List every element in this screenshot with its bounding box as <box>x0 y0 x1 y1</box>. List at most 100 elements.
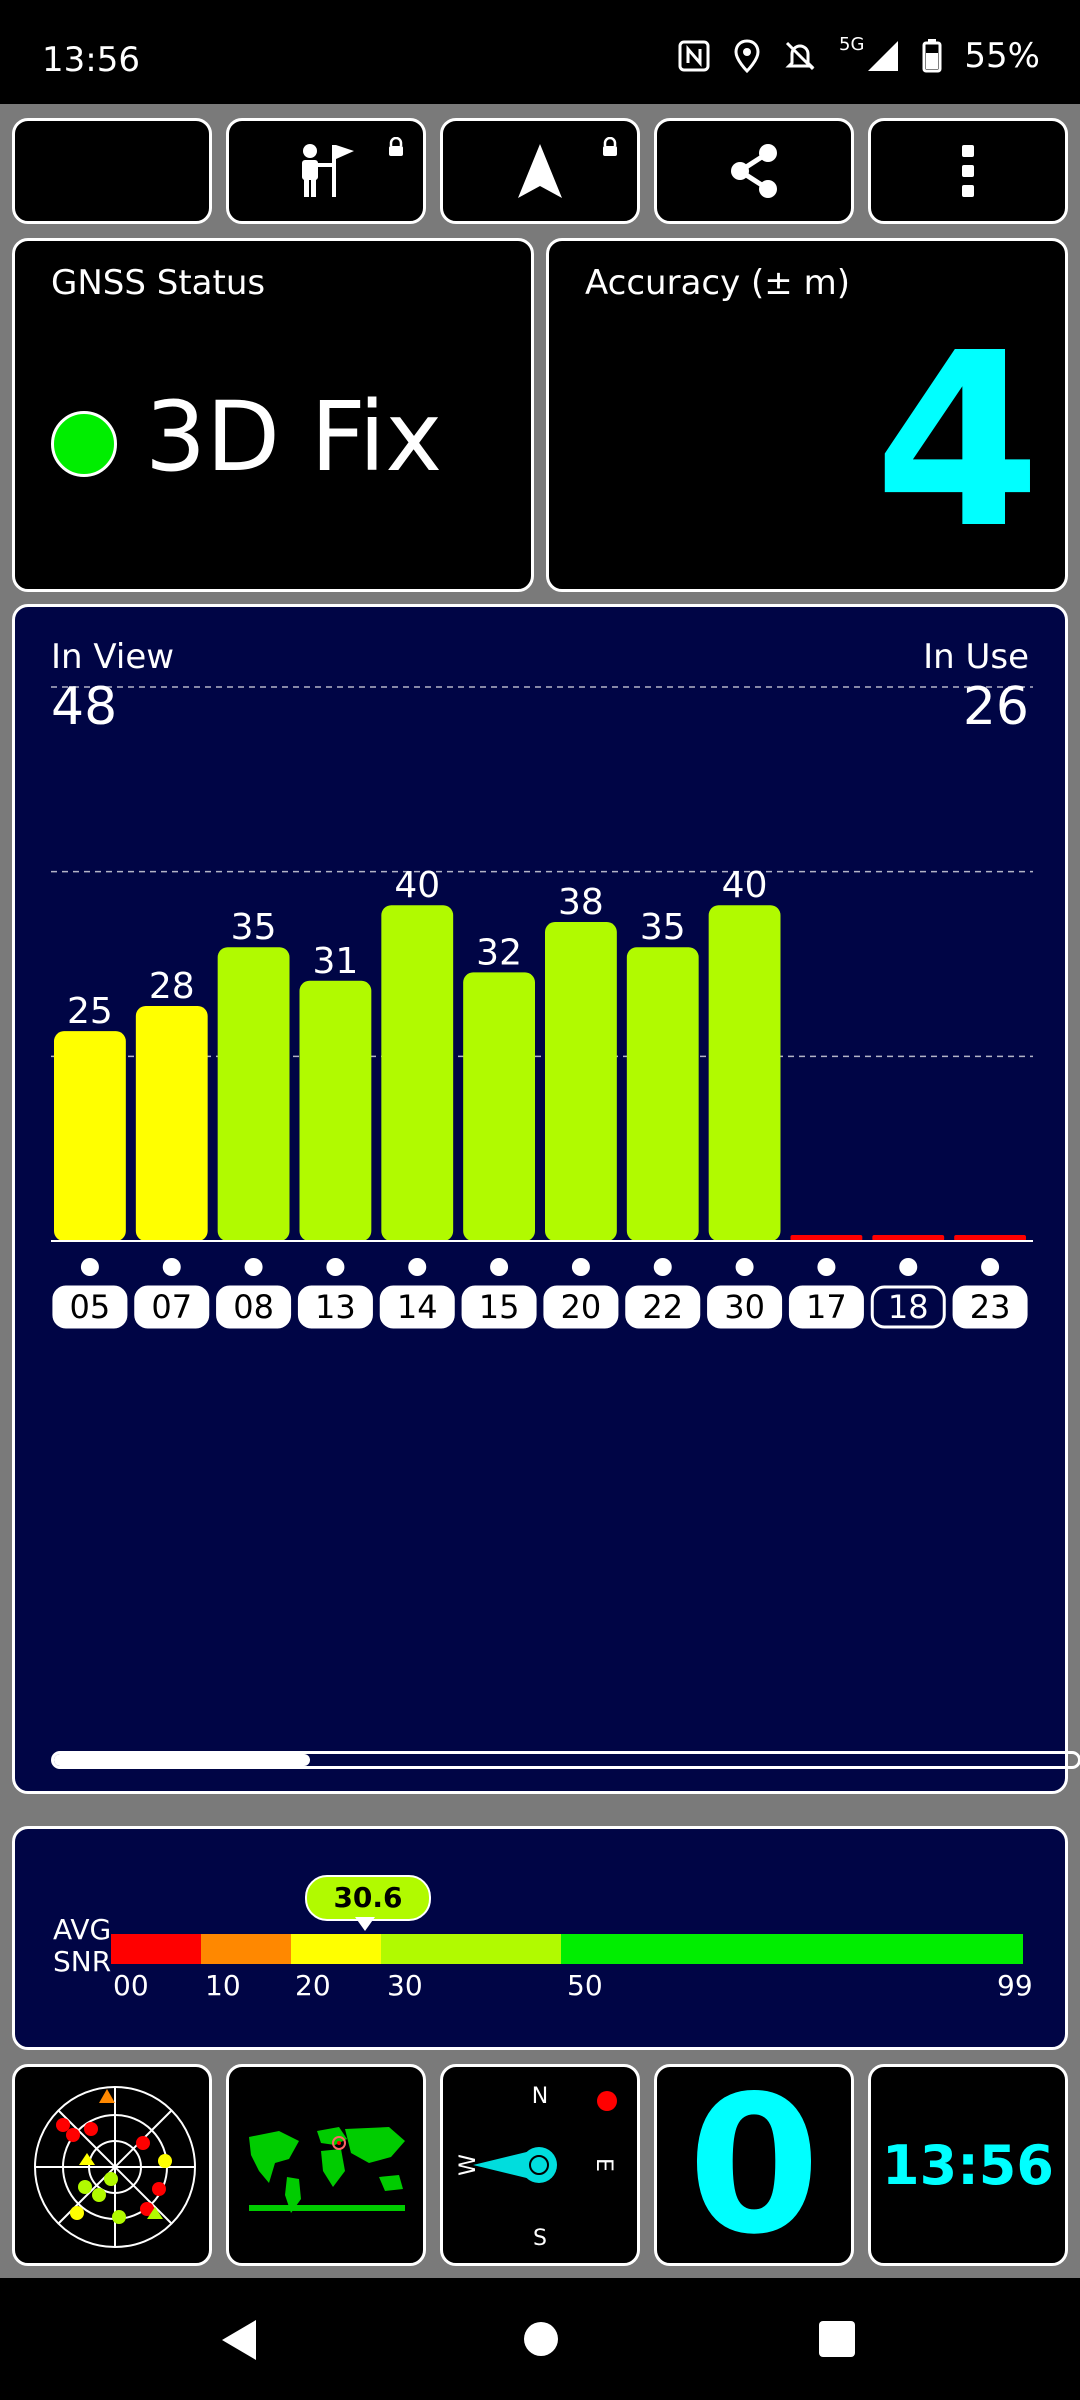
snr-bar-05 <box>54 1031 126 1241</box>
snr-bar-17 <box>790 1235 863 1241</box>
compass-w-label: W <box>456 2154 481 2176</box>
chart-scroll-thumb[interactable] <box>54 1754 310 1766</box>
avg-snr-panel[interactable]: AVG SNR 00 10 20 30 50 99 30.6 <box>12 1826 1068 2050</box>
snr-scale-tick: 50 <box>567 1969 603 2002</box>
prn-label: 05 <box>70 1288 111 1326</box>
speed-panel[interactable]: 0 <box>654 2055 854 2276</box>
snr-bar-chart: 25 05 28 07 35 08 31 13 40 14 32 15 38 20 35 22 40 30 17 18… <box>51 686 1033 1329</box>
prn-label: 17 <box>806 1288 847 1326</box>
more-options-button[interactable] <box>868 118 1068 224</box>
satellite-used-indicator <box>326 1258 345 1276</box>
chart-scrollbar[interactable] <box>51 1751 1080 1769</box>
waypoint-button[interactable] <box>226 118 426 224</box>
snr-value-label: 35 <box>640 907 686 948</box>
home-icon[interactable] <box>522 2320 560 2358</box>
battery-percent: 55% <box>964 36 1040 76</box>
sky-view-button[interactable] <box>12 2064 212 2266</box>
snr-value-label: 40 <box>394 865 440 906</box>
status-bar: 13:56 5G 55% <box>0 0 1080 104</box>
status-icons: 5G 55% <box>677 33 1040 76</box>
compass-e-label: E <box>591 2158 616 2172</box>
in-use-label: In Use <box>923 637 1029 677</box>
satellite-used-indicator <box>244 1258 263 1276</box>
snr-scale-tick: 99 <box>997 1969 1033 2002</box>
snr-bar-07 <box>135 1005 208 1241</box>
app-content: GNSS Status 3D Fix Accuracy (± m) 4 In V… <box>0 104 1080 2278</box>
avg-snr-label-line2: SNR <box>53 1945 112 1978</box>
in-view-label: In View <box>51 637 175 677</box>
snr-bar-22 <box>626 947 699 1241</box>
world-map-icon <box>249 2127 405 2213</box>
compass-button[interactable]: N S E W <box>440 2064 640 2266</box>
prn-label: 20 <box>561 1288 602 1326</box>
satellite-used-indicator <box>899 1258 918 1276</box>
prn-label: 13 <box>315 1288 356 1326</box>
recents-icon[interactable] <box>818 2320 856 2358</box>
snr-scale-segment <box>381 1934 561 1964</box>
battery-icon <box>922 39 942 73</box>
avg-snr-value: 30.6 <box>305 1875 431 1921</box>
snr-scale-segment <box>561 1934 1023 1964</box>
snr-scale-segment <box>201 1934 291 1964</box>
sky-plot-icon <box>34 2086 196 2248</box>
snr-scale-segment <box>111 1934 201 1964</box>
satellite-used-indicator <box>571 1258 590 1276</box>
prn-badge-20 <box>543 1285 619 1329</box>
prn-badge-05 <box>52 1285 128 1329</box>
prn-label: 07 <box>151 1288 192 1326</box>
snr-scale-tick: 20 <box>295 1969 331 2002</box>
more-vert-icon <box>962 145 974 197</box>
prn-badge-17 <box>788 1285 864 1329</box>
snr-scale-tick: 00 <box>113 1969 149 2002</box>
clock-panel[interactable]: 13:56 <box>868 2064 1068 2266</box>
alarm-off-icon <box>783 39 817 73</box>
snr-value-label: 35 <box>231 907 277 948</box>
back-icon[interactable] <box>220 2318 260 2362</box>
snr-value-label: 32 <box>476 932 522 973</box>
prn-badge-08 <box>216 1285 292 1329</box>
navigation-arrow-icon <box>518 144 562 198</box>
night-mode-button[interactable] <box>12 118 212 224</box>
world-map-button[interactable] <box>226 2064 426 2266</box>
snr-scale-bar <box>111 1934 1033 1964</box>
satellite-used-indicator <box>162 1258 181 1276</box>
accuracy-panel[interactable]: Accuracy (± m) 4 <box>546 238 1068 592</box>
prn-label: 30 <box>724 1288 765 1326</box>
prn-label: 23 <box>970 1288 1011 1326</box>
snr-value-label: 28 <box>149 966 195 1007</box>
accuracy-label: Accuracy (± m) <box>585 263 850 303</box>
prn-label: 08 <box>233 1288 274 1326</box>
compass-n-label: N <box>532 2084 548 2109</box>
snr-bar-08 <box>217 947 290 1241</box>
gnss-status-panel[interactable]: GNSS Status 3D Fix <box>12 238 534 592</box>
location-icon <box>733 39 761 73</box>
prn-badge-14 <box>379 1285 455 1329</box>
snr-bar-15 <box>463 972 535 1241</box>
share-icon <box>731 144 777 198</box>
snr-bar-30 <box>708 905 781 1241</box>
snr-bar-18 <box>872 1235 945 1241</box>
gnss-status-label: GNSS Status <box>51 263 266 303</box>
snr-bar-13 <box>299 980 372 1241</box>
prn-badge-07 <box>134 1285 210 1329</box>
navigation-button[interactable] <box>440 118 640 224</box>
prn-label: 18 <box>888 1288 929 1326</box>
prn-label: 15 <box>479 1288 520 1326</box>
satellite-snr-panel[interactable]: In View 48 In Use 26 25 05 28 07 35 08 31 13 40 1… <box>12 604 1080 1794</box>
prn-label: 14 <box>397 1288 438 1326</box>
network-type: 5G <box>839 33 865 55</box>
prn-badge-23 <box>952 1285 1028 1329</box>
snr-value-label: 25 <box>67 991 113 1032</box>
satellite-used-indicator <box>817 1258 836 1276</box>
avg-snr-label-line1: AVG <box>53 1913 112 1946</box>
system-nav-bar <box>0 2278 1080 2400</box>
snr-scale-segment <box>291 1934 381 1964</box>
prn-badge-13 <box>297 1285 373 1329</box>
avg-snr-pointer <box>355 1917 375 1931</box>
snr-value-label: 31 <box>313 941 359 982</box>
snr-bar-14 <box>381 905 454 1241</box>
satellite-used-indicator <box>981 1258 1000 1276</box>
fix-status-text: 3D Fix <box>145 381 443 493</box>
satellite-used-indicator <box>735 1258 754 1276</box>
share-button[interactable] <box>654 118 854 224</box>
